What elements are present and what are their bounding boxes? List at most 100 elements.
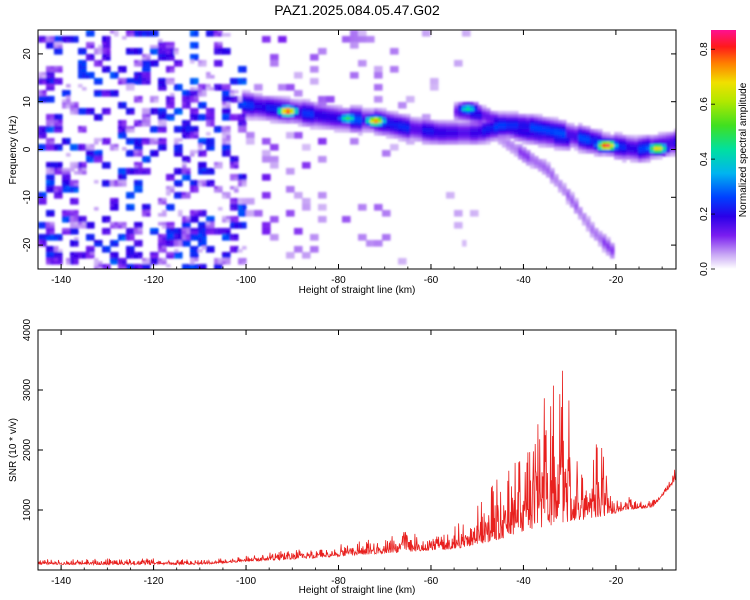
heatmap-cell [566, 123, 571, 127]
heatmap-cell [382, 210, 387, 214]
heatmap-cell [354, 111, 359, 115]
heatmap-cell [470, 120, 475, 124]
heatmap-cell [150, 126, 155, 130]
heatmap-cell [226, 252, 231, 256]
heatmap-cell [178, 63, 183, 67]
heatmap-cell [58, 162, 63, 166]
heatmap-cell [454, 225, 459, 229]
heatmap-cell [222, 144, 227, 148]
heatmap-cell [222, 33, 227, 37]
heatmap-cell [526, 141, 531, 145]
heatmap-cell [246, 105, 251, 109]
heatmap-cell [362, 126, 367, 130]
heatmap-cell [66, 171, 71, 175]
heatmap-cell [562, 129, 567, 133]
heatmap-cell [266, 39, 271, 43]
heatmap-cell [162, 45, 167, 49]
heatmap-cell [134, 240, 139, 244]
heatmap-cell [50, 231, 55, 235]
heatmap-cell [218, 228, 223, 232]
heatmap-cell [138, 180, 143, 184]
heatmap-cell [330, 99, 335, 103]
heatmap-cell [190, 210, 195, 214]
heatmap-cell [178, 168, 183, 172]
heatmap-cell [138, 267, 143, 269]
heatmap-cell [506, 123, 511, 127]
heatmap-cell [446, 129, 451, 133]
heatmap-cell [630, 159, 635, 163]
heatmap-cell [462, 33, 467, 37]
heatmap-cell [226, 129, 231, 133]
heatmap-cell [506, 147, 511, 151]
heatmap-cell [230, 198, 235, 202]
heatmap-cell [370, 114, 375, 118]
heatmap-cell [86, 156, 91, 160]
heatmap-cell [510, 111, 515, 115]
heatmap-cell [446, 126, 451, 130]
heatmap-cell [154, 111, 159, 115]
heatmap-cell [226, 33, 231, 37]
heatmap-cell [310, 69, 315, 73]
heatmap-cell [378, 123, 383, 127]
heatmap-cell [178, 60, 183, 64]
heatmap-cell [674, 147, 676, 151]
heatmap-cell [170, 255, 175, 259]
heatmap-cell [558, 144, 563, 148]
heatmap-cell [274, 114, 279, 118]
heatmap-cell [542, 138, 547, 142]
heatmap-cell [238, 207, 243, 211]
heatmap-cell [238, 102, 243, 106]
heatmap-cell [554, 180, 559, 184]
heatmap-cell [58, 234, 63, 238]
heatmap-cell [50, 69, 55, 73]
heatmap-cell [294, 102, 299, 106]
heatmap-cell [254, 117, 259, 121]
heatmap-cell [114, 255, 119, 259]
heatmap-cell [238, 201, 243, 205]
heatmap-cell [482, 135, 487, 139]
heatmap-cell [330, 111, 335, 115]
heatmap-cell [182, 129, 187, 133]
heatmap-cell [126, 231, 131, 235]
heatmap-cell [186, 135, 191, 139]
heatmap-cell [502, 144, 507, 148]
snr-x-ticks: -140 -120 -100 -80 -60 -40 -20 [37, 330, 663, 587]
heatmap-cell [302, 165, 307, 169]
heatmap-cell [118, 132, 123, 136]
heatmap-cell [298, 75, 303, 79]
heatmap-cell [202, 210, 207, 214]
heatmap-cell [138, 123, 143, 127]
heatmap-cell [150, 138, 155, 142]
heatmap-cell [598, 141, 603, 145]
heatmap-cell [526, 123, 531, 127]
heatmap-cell [402, 102, 407, 106]
heatmap-cell [198, 150, 203, 154]
heatmap-cell [462, 102, 467, 106]
heatmap-cell [110, 252, 115, 256]
heatmap-cell [38, 96, 43, 100]
heatmap-cell [310, 105, 315, 109]
heatmap-cell [538, 129, 543, 133]
heatmap-cell [50, 84, 55, 88]
heatmap-cell [198, 183, 203, 187]
heatmap-cell [138, 171, 143, 175]
heatmap-cell [66, 183, 71, 187]
heatmap-cell [50, 210, 55, 214]
heatmap-cell [270, 156, 275, 160]
heatmap-cell [470, 138, 475, 142]
heatmap-cell [466, 141, 471, 145]
heatmap-cell [334, 111, 339, 115]
heatmap-cell [166, 81, 171, 85]
heatmap-cell [174, 108, 179, 112]
heatmap-cell [158, 39, 163, 43]
heatmap-cell [550, 120, 555, 124]
heatmap-cell [654, 138, 659, 142]
heatmap-cell [90, 147, 95, 151]
heatmap-cell [598, 135, 603, 139]
heatmap-cell [218, 258, 223, 262]
heatmap-cell [470, 105, 475, 109]
heatmap-cell [614, 147, 619, 151]
heatmap-cell [122, 258, 127, 262]
heatmap-cell [86, 75, 91, 79]
